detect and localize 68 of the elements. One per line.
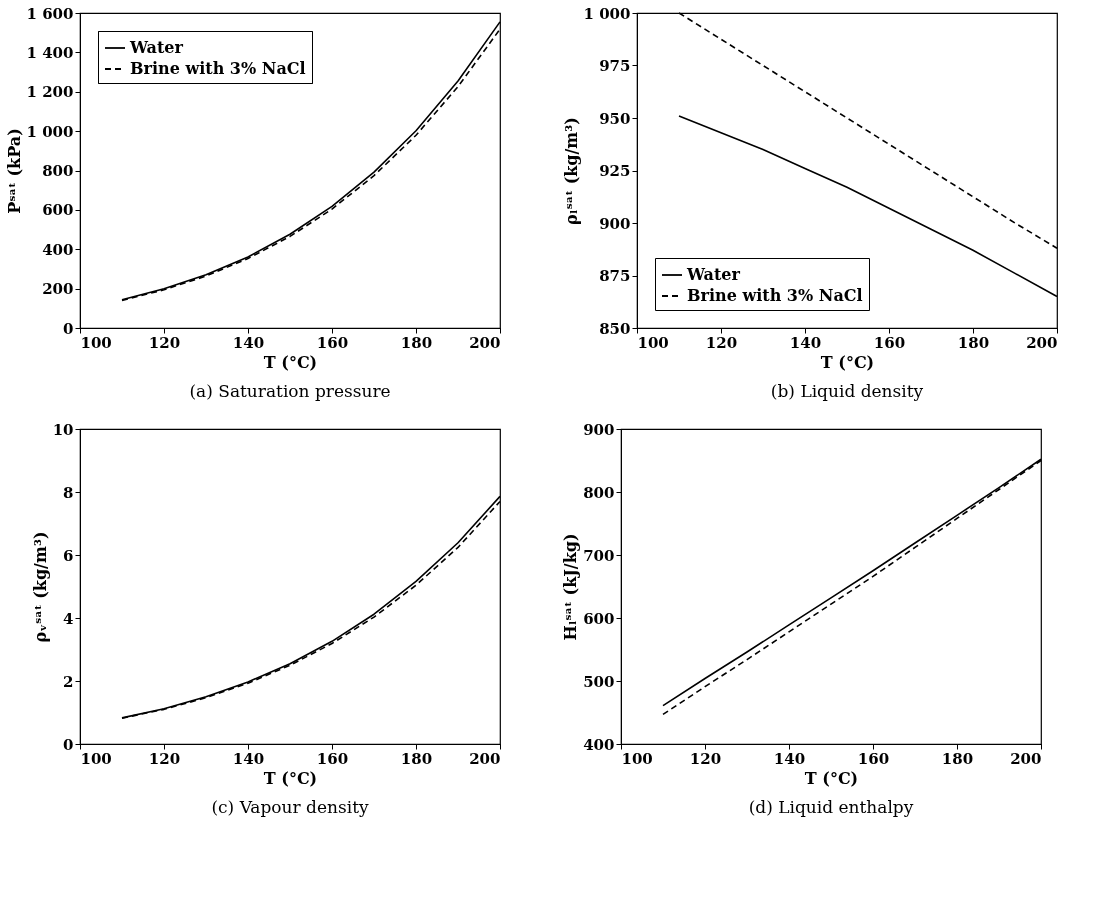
y-tick-label: 900	[583, 420, 615, 439]
y-tick-label: 400	[583, 735, 615, 754]
y-tick-label: 8	[63, 483, 74, 502]
x-tick-label: 200	[469, 749, 501, 768]
y-axis-title: ρₗˢᵃᵗ (kg/m³)	[561, 117, 581, 225]
x-tick-label: 160	[316, 749, 349, 768]
x-tick-label: 120	[148, 749, 181, 768]
text: (d) Liquid enthalpy	[748, 797, 914, 817]
y-tick-label: 875	[599, 267, 631, 285]
text: (c) Vapour density	[211, 797, 369, 817]
x-tick-label: 180	[957, 333, 990, 352]
y-tick-label: 600	[42, 201, 74, 220]
y-tick-label: 1 600	[26, 4, 74, 23]
x-axis-title: T (°C)	[263, 768, 318, 788]
legend-label: Water	[686, 265, 741, 284]
y-tick-label: 600	[583, 609, 615, 628]
x-tick-label: 180	[400, 749, 433, 768]
x-tick-label: 200	[1010, 749, 1042, 768]
x-tick-label: 140	[232, 333, 265, 352]
x-tick-label: 200	[1026, 333, 1058, 352]
y-tick-label: 1 400	[26, 43, 74, 62]
y-tick-label: 1 000	[583, 4, 631, 23]
legend-label: Brine with 3% NaCl	[130, 59, 306, 78]
y-axis-title: Pˢᵃᵗ (kPa)	[4, 128, 24, 214]
y-tick-label: 0	[63, 319, 74, 338]
x-tick-label: 100	[637, 333, 669, 352]
x-tick-label: 200	[469, 333, 501, 352]
y-tick-label: 975	[599, 57, 631, 75]
x-axis-title: T (°C)	[804, 768, 859, 788]
y-tick-label: 10	[52, 420, 74, 439]
x-tick-label: 120	[705, 333, 738, 352]
y-tick-label: 4	[63, 609, 74, 628]
y-tick-label: 950	[599, 109, 631, 128]
x-axis-title: T (°C)	[820, 352, 875, 372]
x-tick-label: 100	[80, 749, 112, 768]
x-tick-label: 100	[80, 333, 112, 352]
y-tick-label: 200	[42, 280, 74, 299]
x-tick-label: 160	[316, 333, 349, 352]
y-tick-label: 6	[63, 546, 74, 565]
x-tick-label: 180	[400, 333, 433, 352]
y-tick-label: 700	[583, 546, 615, 565]
y-tick-label: 800	[42, 162, 74, 180]
y-tick-label: 900	[599, 214, 631, 233]
x-axis-title: T (°C)	[263, 352, 318, 372]
x-tick-label: 140	[773, 749, 806, 768]
legend-label: Brine with 3% NaCl	[687, 286, 863, 305]
x-tick-label: 120	[689, 749, 722, 768]
y-tick-label: 850	[599, 319, 631, 338]
y-tick-label: 1 200	[26, 83, 74, 102]
y-tick-label: 2	[63, 672, 74, 691]
x-tick-label: 140	[232, 749, 265, 768]
x-tick-label: 140	[789, 333, 822, 352]
y-tick-label: 400	[42, 240, 74, 259]
y-tick-label: 500	[583, 672, 615, 691]
x-tick-label: 160	[857, 749, 890, 768]
legend-label: Water	[129, 38, 184, 57]
y-tick-label: 925	[599, 162, 631, 180]
y-tick-label: 1 000	[26, 122, 74, 141]
x-tick-label: 180	[941, 749, 974, 768]
text: (a) Saturation pressure	[189, 381, 391, 401]
x-tick-label: 120	[148, 333, 181, 352]
x-tick-label: 100	[621, 749, 653, 768]
text: (b) Liquid density	[770, 381, 924, 401]
x-tick-label: 160	[873, 333, 906, 352]
y-axis-title: ρᵥˢᵃᵗ (kg/m³)	[30, 531, 50, 643]
y-tick-label: 0	[63, 735, 74, 754]
y-axis-title: Hₗˢᵃᵗ (kJ/kg)	[561, 533, 581, 641]
y-tick-label: 800	[583, 483, 615, 502]
